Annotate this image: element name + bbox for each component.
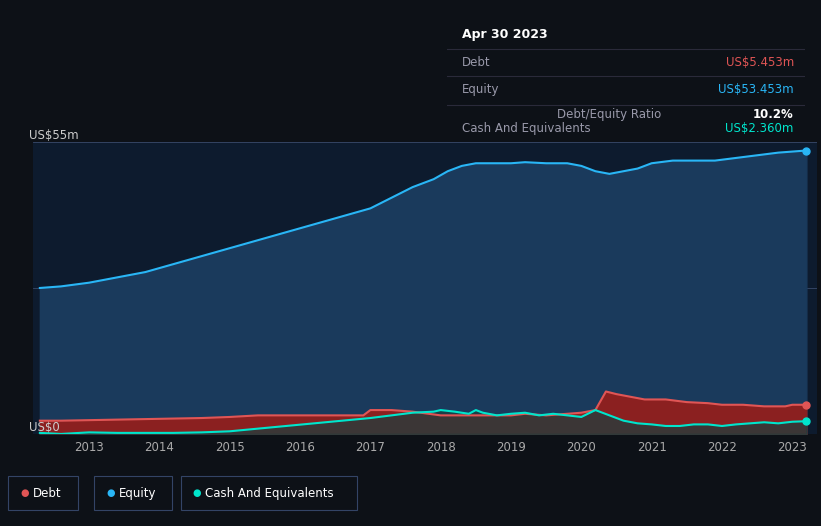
Text: US$53.453m: US$53.453m (718, 84, 794, 96)
Text: Equity: Equity (119, 487, 157, 500)
Text: Debt: Debt (461, 56, 490, 69)
Text: US$0: US$0 (29, 421, 60, 434)
Text: US$5.453m: US$5.453m (726, 56, 794, 69)
Text: ●: ● (107, 488, 115, 499)
Text: Equity: Equity (461, 84, 499, 96)
Text: Debt/Equity Ratio: Debt/Equity Ratio (557, 108, 662, 121)
Text: Debt: Debt (33, 487, 62, 500)
Text: Cash And Equivalents: Cash And Equivalents (205, 487, 334, 500)
Text: Apr 30 2023: Apr 30 2023 (461, 28, 548, 41)
Text: US$55m: US$55m (29, 129, 79, 142)
Text: US$2.360m: US$2.360m (726, 122, 794, 135)
Text: ●: ● (193, 488, 201, 499)
Text: 10.2%: 10.2% (753, 108, 794, 121)
Text: Cash And Equivalents: Cash And Equivalents (461, 122, 590, 135)
Text: ●: ● (21, 488, 29, 499)
